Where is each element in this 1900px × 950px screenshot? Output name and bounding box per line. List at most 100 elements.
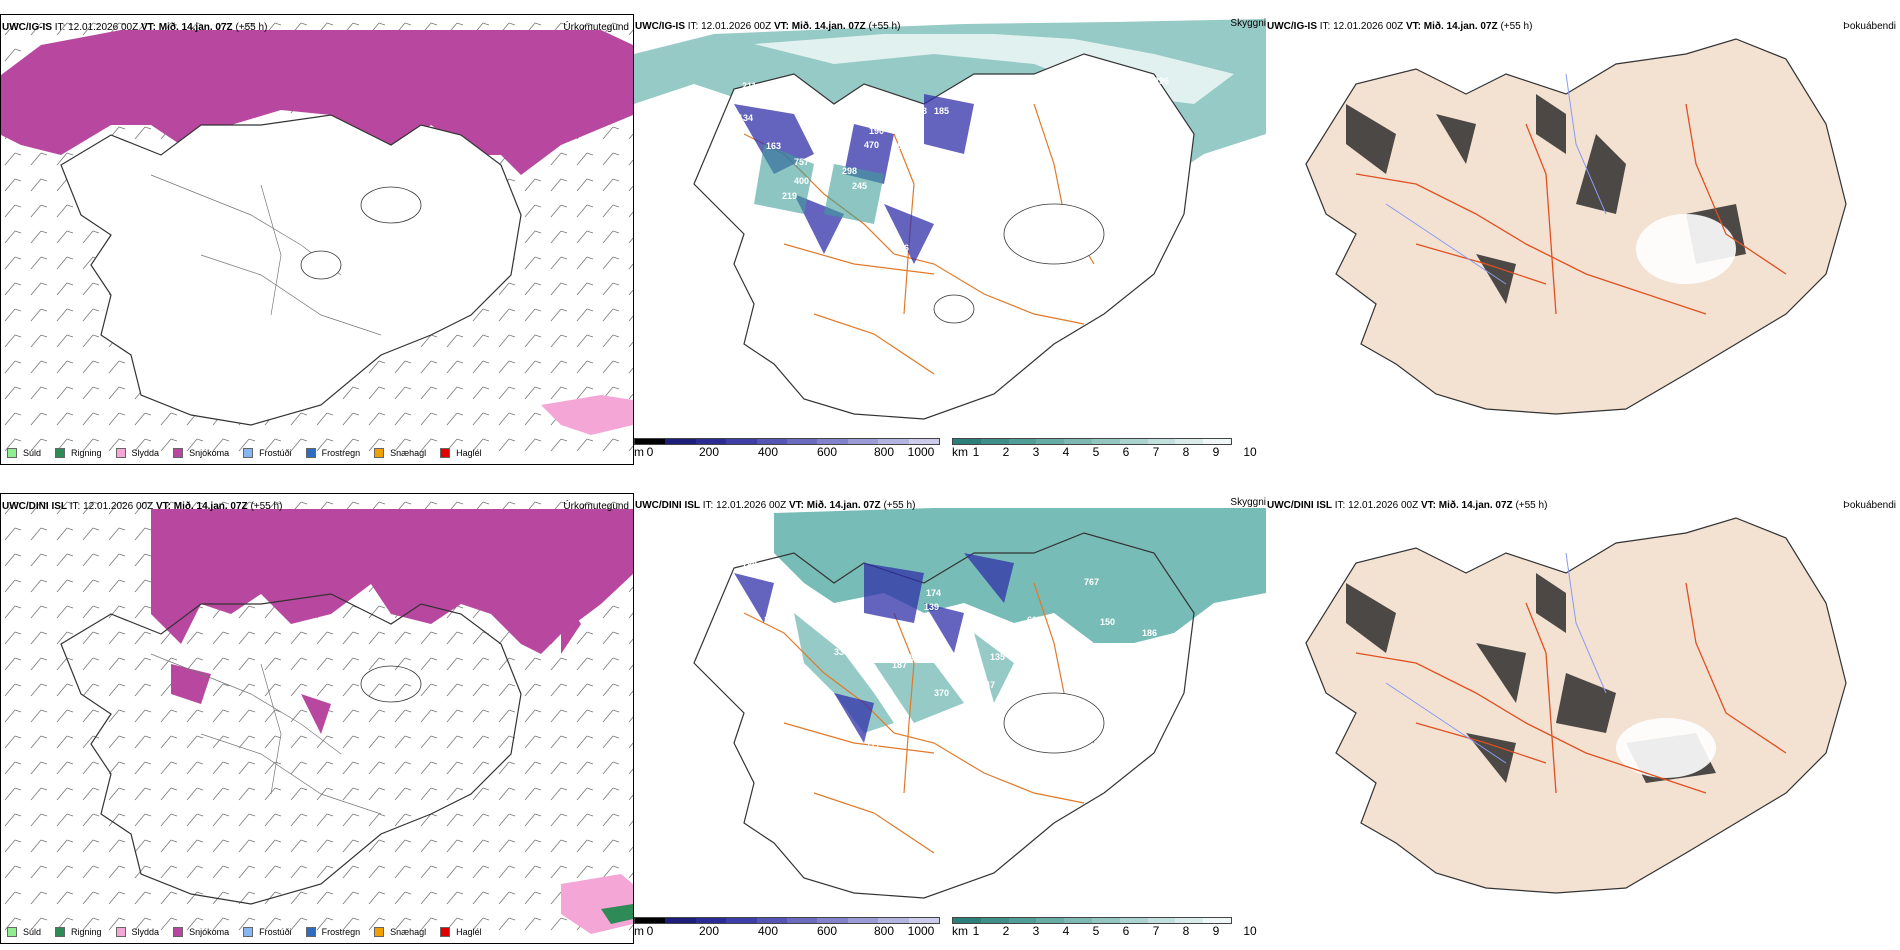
visibility-colorbar <box>952 438 1232 445</box>
peak-elevation-label: 788 <box>742 560 757 570</box>
legend-item-sleet: Slydda <box>115 927 159 937</box>
it-label: IT: <box>69 501 81 512</box>
model-name: UWC/DINI ISL <box>2 501 67 512</box>
swatch <box>115 927 126 937</box>
fog-title-row1: UWC/IG-IS IT: 12.01.2026 00Z VT: Mið. 14… <box>1267 21 1532 32</box>
swatch <box>374 927 385 937</box>
legend-label: Slydda <box>131 448 160 458</box>
visibility-scale-row2: km 1 2 3 4 5 6 7 8 9 10 <box>952 917 1257 938</box>
fog-title-row2: UWC/DINI ISL IT: 12.01.2026 00Z VT: Mið.… <box>1267 500 1547 511</box>
model-name: UWC/DINI ISL <box>1267 500 1332 511</box>
it-label: IT: <box>1319 21 1331 32</box>
visibility-tick: 1 <box>972 924 980 938</box>
peak-elevation-label: 147 <box>980 680 995 690</box>
legend-label: Frostregn <box>321 448 361 458</box>
peak-elevation-label: 109 <box>806 687 821 697</box>
visibility-unit: km <box>952 445 968 459</box>
vt-label: VT: <box>155 501 171 512</box>
elevation-tick: 600 <box>816 445 838 459</box>
elevation-unit: m <box>634 924 644 938</box>
legend-label: Frostregn <box>321 927 361 937</box>
peak-elevation-label: 470 <box>864 140 879 150</box>
peak-elevation-label: 134 <box>738 113 753 123</box>
peak-elevation-label: 150 <box>1100 617 1115 627</box>
vt-value: Mið. 14.jan. 07Z <box>791 21 866 32</box>
elevation-scale-row2: m 0 200 400 600 800 1000 <box>634 917 940 938</box>
elevation-tick: 400 <box>757 924 779 938</box>
legend-item-freezing-drizzle: Frostúði <box>243 927 292 937</box>
visibility-tick: 9 <box>1212 924 1220 938</box>
vt-label: VT: <box>140 22 156 33</box>
peak-elevation-label: 370 <box>934 688 949 698</box>
peak-elevation-label: 566 <box>1142 663 1157 673</box>
visibility-colorbar <box>952 917 1232 924</box>
peak-elevation-label: 104 <box>880 620 895 630</box>
swatch <box>173 927 184 937</box>
swatch <box>374 448 385 458</box>
visibility-tick: 5 <box>1092 924 1100 938</box>
swatch <box>243 927 254 937</box>
peak-elevation-label: 589 <box>892 141 907 151</box>
visibility-type-label: Skyggni <box>1230 497 1266 508</box>
elevation-colorbar <box>634 438 940 445</box>
vt-value: Mið. 14.jan. 07Z <box>1423 21 1498 32</box>
peak-elevation-label: 94 <box>894 718 904 728</box>
visibility-tick: 10 <box>1243 924 1257 938</box>
lead-time: (+55 h) <box>868 21 901 32</box>
it-value: 12.01.2026 00Z <box>716 500 787 511</box>
peak-elevation-label: 367 <box>819 119 834 129</box>
legend-label: Snjókoma <box>189 448 230 458</box>
visibility-tick: 9 <box>1212 445 1220 459</box>
precip-map-row1 <box>1 15 633 464</box>
visibility-tick: 3 <box>1032 924 1040 938</box>
swatch <box>115 448 126 458</box>
legend-item-freezing-rain: Frostregn <box>305 927 361 937</box>
peak-elevation-label: 960 <box>770 571 785 581</box>
peak-elevation-label: 219 <box>782 191 797 201</box>
peak-elevation-label: 275 <box>776 655 791 665</box>
peak-elevation-label: 447 <box>1020 645 1035 655</box>
it-label: IT: <box>702 500 714 511</box>
visibility-panel-row1: 211 202 367 134 163 757 400 219 298 245 190 470 589 1… <box>634 14 1324 465</box>
it-value: 12.01.2026 00Z <box>83 501 154 512</box>
peak-elevation-label: 298 <box>842 166 857 176</box>
peak-elevation-label: 202 <box>772 80 787 90</box>
visibility-tick: 5 <box>1092 445 1100 459</box>
legend-item-freezing-rain: Frostregn <box>305 448 361 458</box>
peak-elevation-label: 135 <box>936 233 951 243</box>
elevation-colorbar <box>634 917 940 924</box>
swatch <box>440 927 451 937</box>
peak-elevation-label: 335 <box>834 647 849 657</box>
elevation-tick: 0 <box>646 445 654 459</box>
peak-elevation-label: 63 <box>917 106 927 116</box>
elevation-tick: 200 <box>698 445 720 459</box>
peak-elevation-label: 211 <box>742 81 757 91</box>
elevation-tick: 600 <box>816 924 838 938</box>
precip-panel-row1: UWC/IG-IS IT: 12.01.2026 00Z VT: Mið. 14… <box>0 14 634 465</box>
elevation-tick: 800 <box>873 924 895 938</box>
visibility-tick: 8 <box>1182 924 1190 938</box>
it-label: IT: <box>687 21 699 32</box>
legend-item-freezing-drizzle: Frostúði <box>243 448 292 458</box>
elevation-tick: 400 <box>757 445 779 459</box>
model-name: UWC/DINI ISL <box>635 500 700 511</box>
elevation-tick: 800 <box>873 445 895 459</box>
elevation-unit: m <box>634 445 644 459</box>
visibility-tick: 8 <box>1182 445 1190 459</box>
swatch <box>55 448 66 458</box>
peak-elevation-label: 757 <box>794 157 809 167</box>
vt-label: VT: <box>1420 500 1436 511</box>
legend-item-rain: Rigning <box>55 448 102 458</box>
legend-label: Frostúði <box>259 927 292 937</box>
legend-label: Rigning <box>71 448 102 458</box>
fog-type-label: Þokuábendi <box>1843 500 1896 511</box>
legend-item-snow: Snjókoma <box>173 448 229 458</box>
visibility-tick: 7 <box>1152 924 1160 938</box>
peak-elevation-label: 482 <box>1084 98 1099 108</box>
visibility-title-row2: UWC/DINI ISL IT: 12.01.2026 00Z VT: Mið.… <box>635 500 915 511</box>
visibility-scale-row1: km 1 2 3 4 5 6 7 8 9 10 <box>952 438 1257 459</box>
swatch <box>305 448 316 458</box>
legend-item-drizzle: Súld <box>7 927 41 937</box>
vt-label: VT: <box>1405 21 1421 32</box>
legend-label: Súld <box>23 927 42 937</box>
